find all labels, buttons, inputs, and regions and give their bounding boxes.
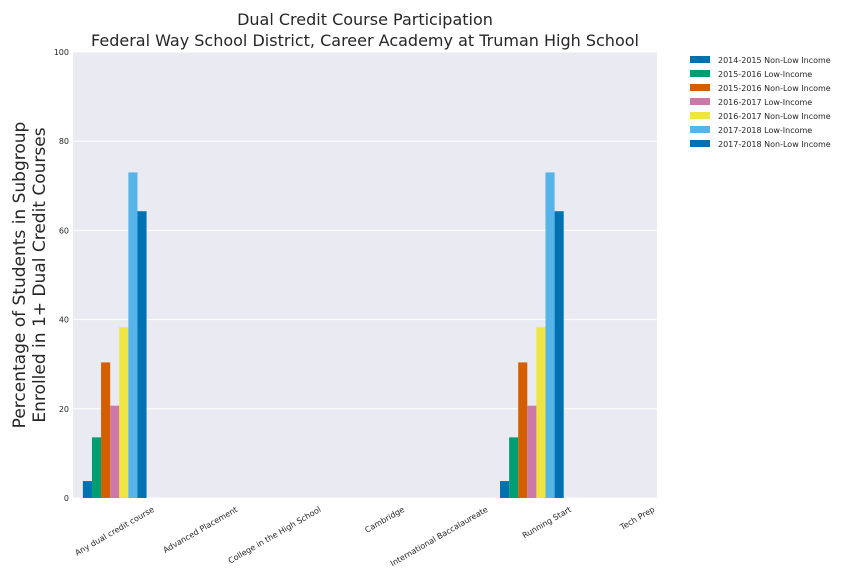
legend-label: 2014-2015 Non-Low Income	[718, 56, 831, 65]
bar	[119, 327, 129, 498]
legend-label: 2016-2017 Non-Low Income	[718, 112, 831, 121]
bar	[91, 437, 102, 498]
bars-group	[82, 172, 564, 499]
x-tick-label: Any dual credit course	[73, 505, 155, 558]
bar	[500, 481, 510, 498]
legend-swatch	[690, 126, 710, 133]
legend-swatch	[690, 112, 710, 119]
x-tick-labels: Any dual credit course Advanced Placement…	[73, 505, 656, 568]
legend-label: 2016-2017 Low-Income	[718, 98, 812, 107]
legend-swatch	[690, 56, 710, 63]
y-tick-label: 100	[54, 48, 69, 57]
y-tick-label: 60	[59, 226, 69, 235]
x-tick-label: Tech Prep	[618, 505, 657, 532]
legend-swatch	[690, 84, 710, 91]
bar	[545, 172, 555, 499]
x-tick-label: Running Start	[521, 505, 573, 540]
legend-swatch	[690, 98, 710, 105]
legend-swatch	[690, 70, 710, 77]
legend-label: 2017-2018 Low-Income	[718, 126, 812, 135]
bar	[137, 211, 147, 499]
x-tick-label: Advanced Placement	[162, 505, 239, 555]
bar	[536, 327, 546, 498]
y-axis-label-line2: Enrolled in 1+ Dual Credit Courses	[30, 127, 50, 422]
y-tick-label: 80	[59, 137, 69, 146]
bar	[128, 172, 138, 499]
x-tick-label: Cambridge	[363, 505, 406, 535]
x-tick-label: College in the High School	[227, 505, 323, 565]
bar	[518, 362, 528, 498]
bar	[509, 437, 519, 498]
legend: 2014-2015 Non-Low Income 2015-2016 Low-In…	[690, 56, 831, 149]
y-tick-labels: 0 20 40 60 80 100	[54, 48, 69, 503]
chart-subtitle: Federal Way School District, Career Acad…	[91, 31, 639, 50]
plot-background	[73, 52, 657, 498]
bar	[527, 405, 537, 498]
bar	[82, 481, 92, 498]
y-axis-label-line1: Percentage of Students in Subgroup	[10, 122, 30, 429]
legend-label: 2015-2016 Non-Low Income	[718, 84, 831, 93]
bar	[110, 405, 120, 498]
y-tick-label: 0	[64, 494, 69, 503]
x-tick-label: International Baccalaureate	[389, 505, 490, 568]
bar	[101, 362, 111, 498]
bar	[554, 211, 564, 499]
chart-title: Dual Credit Course Participation	[237, 10, 493, 29]
y-tick-label: 40	[59, 316, 69, 325]
legend-label: 2017-2018 Non-Low Income	[718, 140, 831, 149]
legend-label: 2015-2016 Low-Income	[718, 70, 812, 79]
legend-swatch	[690, 140, 710, 147]
y-tick-label: 20	[59, 405, 69, 414]
